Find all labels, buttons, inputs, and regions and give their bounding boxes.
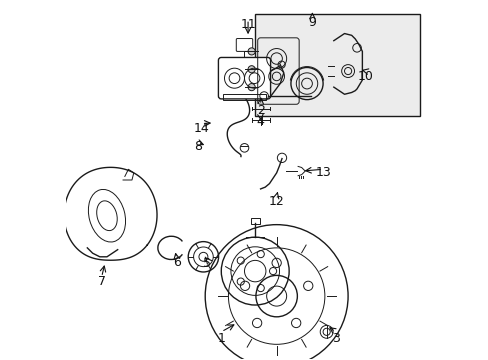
Text: 13: 13 <box>315 166 330 179</box>
Circle shape <box>266 286 286 306</box>
Text: 9: 9 <box>308 16 316 29</box>
FancyBboxPatch shape <box>218 58 270 99</box>
Text: 5: 5 <box>203 257 210 270</box>
Text: 4: 4 <box>256 114 264 127</box>
Text: 6: 6 <box>172 256 180 269</box>
Text: 11: 11 <box>240 18 255 31</box>
Circle shape <box>247 48 255 55</box>
Text: 10: 10 <box>357 70 373 83</box>
Text: 2: 2 <box>256 104 264 117</box>
Bar <box>223 94 265 100</box>
Ellipse shape <box>199 252 207 261</box>
Circle shape <box>247 84 255 91</box>
Text: 8: 8 <box>194 140 202 153</box>
Text: 3: 3 <box>331 333 339 346</box>
Circle shape <box>247 66 255 73</box>
Bar <box>250 217 259 224</box>
Text: 12: 12 <box>268 195 284 208</box>
Bar <box>255 14 419 116</box>
Circle shape <box>320 325 332 338</box>
Circle shape <box>244 260 265 282</box>
FancyBboxPatch shape <box>236 39 252 51</box>
Text: 14: 14 <box>193 122 209 135</box>
Text: 7: 7 <box>98 275 105 288</box>
Text: 1: 1 <box>217 333 225 346</box>
